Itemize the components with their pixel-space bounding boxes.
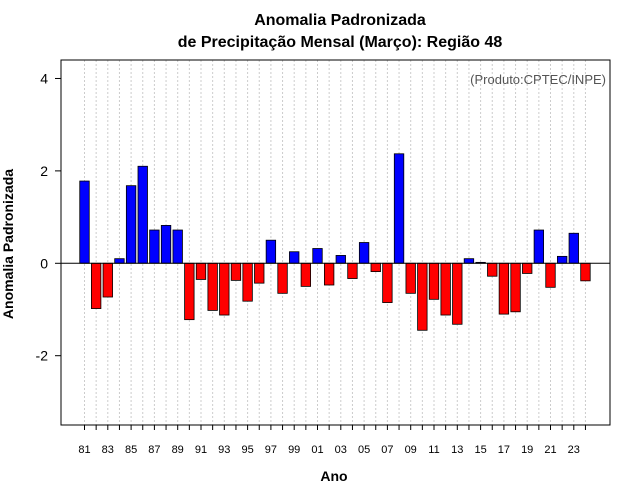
bar-2003 <box>335 255 346 264</box>
bars <box>79 153 591 331</box>
x-tick-label: 03 <box>335 444 347 456</box>
bar-2002 <box>323 262 335 286</box>
bar-1996 <box>254 262 265 284</box>
x-tick-label: 83 <box>102 444 114 456</box>
x-axis-label: Ano <box>320 468 347 484</box>
bar-1991 <box>195 262 207 280</box>
bar-2014 <box>463 258 475 264</box>
gridlines <box>84 60 586 425</box>
x-tick-label: 17 <box>498 444 510 456</box>
x-tick-label: 21 <box>544 444 556 456</box>
bar-2011 <box>428 262 440 300</box>
bar-1988 <box>160 225 172 264</box>
x-tick-label: 11 <box>428 444 439 456</box>
x-tick-label: 23 <box>568 444 580 456</box>
x-tick-label: 09 <box>405 444 417 456</box>
x-tick-label: 07 <box>381 444 393 456</box>
bar-2012 <box>440 262 451 316</box>
bar-2000 <box>300 262 312 287</box>
bar-2018 <box>510 262 521 313</box>
bar-2008 <box>393 153 405 264</box>
y-tick-label: 2 <box>40 163 48 179</box>
bar-1986 <box>137 165 148 264</box>
bar-1997 <box>265 239 277 264</box>
bar-2021 <box>545 262 556 288</box>
x-tick-label: 13 <box>451 444 463 456</box>
bar-1998 <box>277 262 288 294</box>
x-tick-label: 89 <box>172 444 184 456</box>
bar-1984 <box>114 258 125 264</box>
x-tick-label: 85 <box>125 444 137 456</box>
plot-frame <box>60 59 611 426</box>
bar-1990 <box>184 262 195 321</box>
x-tick-label: 91 <box>195 444 207 456</box>
bar-1985 <box>125 185 137 264</box>
x-tick-label: 93 <box>218 444 230 456</box>
x-tick-label: 05 <box>358 444 370 456</box>
y-axis-label: Anomalia Padronizada <box>0 169 16 319</box>
chart-title-line1: Anomalia Padronizada <box>254 12 426 29</box>
y-axis: -2 0 2 4 <box>36 70 61 364</box>
y-tick-label: -2 <box>36 348 49 364</box>
x-tick-label: 97 <box>265 444 277 456</box>
bar-2010 <box>417 262 428 331</box>
bar-2023 <box>568 232 579 264</box>
bar-2004 <box>347 262 358 279</box>
x-tick-label: 01 <box>311 444 323 456</box>
x-tick-label: 87 <box>148 444 160 456</box>
bar-2009 <box>405 262 416 294</box>
x-tick-label: 15 <box>474 444 486 456</box>
bar-2001 <box>312 248 323 264</box>
bar-1995 <box>242 262 253 302</box>
credit-text: (Produto:CPTEC/INPE) <box>470 72 606 87</box>
bar-2006 <box>370 262 381 273</box>
bar-2005 <box>358 242 370 264</box>
bar-2013 <box>452 262 463 325</box>
bar-2024 <box>580 262 591 282</box>
bar-1981 <box>79 180 90 264</box>
bar-2020 <box>533 229 544 264</box>
bar-2017 <box>498 262 510 315</box>
bar-1999 <box>289 251 300 264</box>
bar-2007 <box>382 262 393 303</box>
bar-1992 <box>207 262 218 311</box>
bar-1994 <box>230 262 242 281</box>
bar-1982 <box>91 262 102 309</box>
bar-1983 <box>102 262 113 298</box>
x-tick-label: 95 <box>241 444 253 456</box>
y-tick-label: 4 <box>40 70 48 86</box>
x-axis: 81 83 85 87 89 91 93 95 97 99 01 03 05 07 09 11 13 15 17 19… <box>78 425 586 456</box>
y-tick-label: 0 <box>40 255 48 271</box>
chart-title-line2: de Precipitação Mensal (Março): Região 4… <box>178 34 503 51</box>
bar-2022 <box>557 255 568 264</box>
x-tick-label: 19 <box>521 444 533 456</box>
bar-2016 <box>487 262 498 277</box>
bar-1993 <box>219 262 230 316</box>
bar-1987 <box>149 229 160 264</box>
x-tick-label: 99 <box>288 444 300 456</box>
bar-2019 <box>522 262 533 274</box>
x-tick-label: 81 <box>78 444 90 456</box>
bar-1989 <box>172 229 183 264</box>
